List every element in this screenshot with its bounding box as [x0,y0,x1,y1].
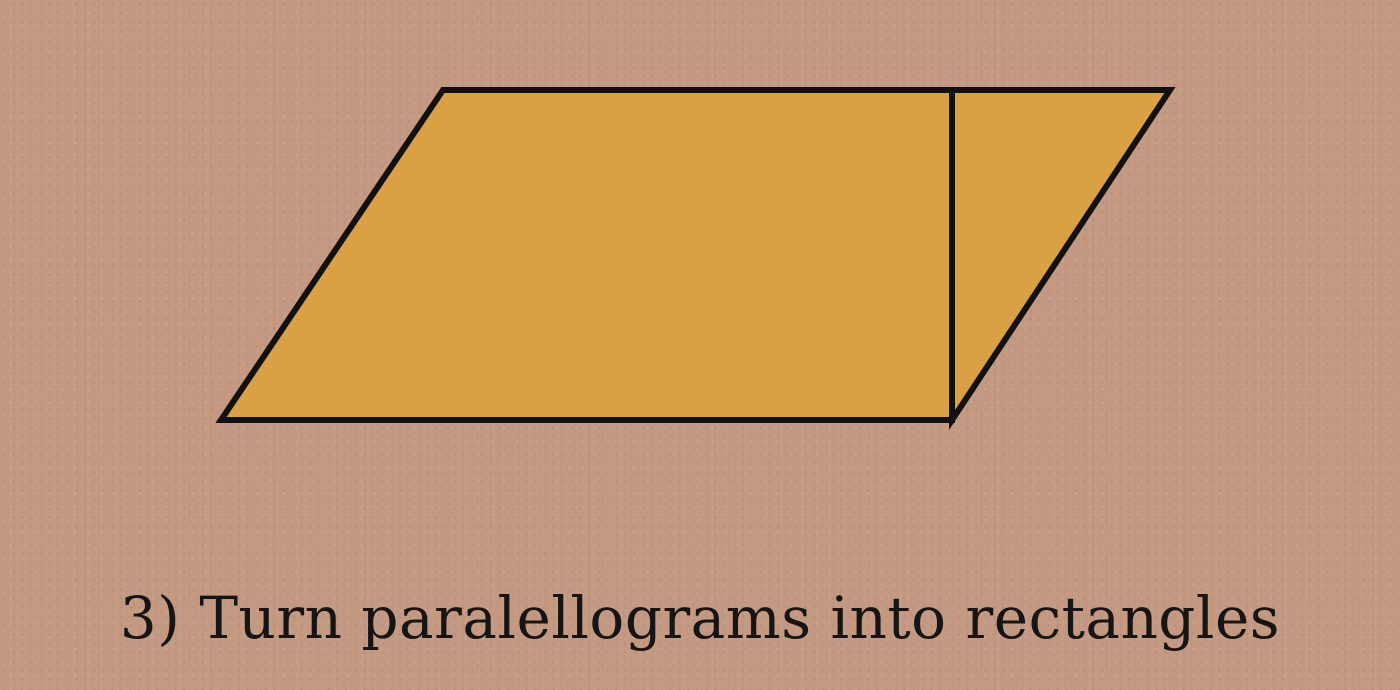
parallelogram-rectangle-part [215,87,955,423]
caption-text: 3) Turn paralellograms into rectangles [119,584,1281,652]
parallelogram-triangle-part [949,87,1176,430]
